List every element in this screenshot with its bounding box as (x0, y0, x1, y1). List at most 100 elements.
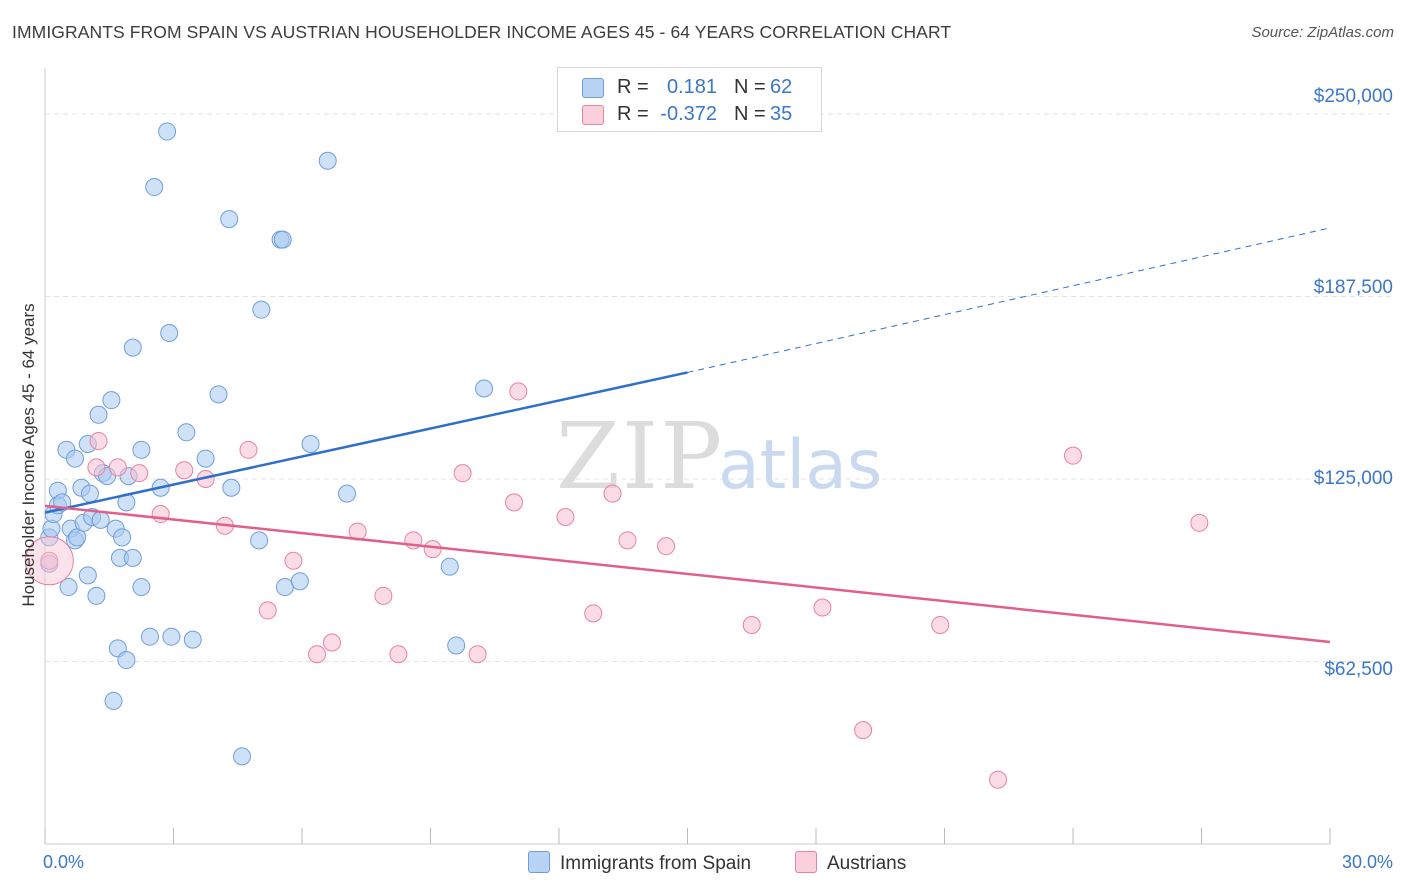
spain-point (160, 324, 179, 343)
austrians-point (108, 458, 127, 477)
n-value-spain: 62 (770, 76, 793, 98)
austrians-point (307, 645, 326, 664)
austrians-point (584, 604, 603, 623)
spain-point (162, 627, 181, 646)
y-tick-label-250000: $250,000 (1313, 86, 1393, 107)
austrians-point (389, 645, 408, 664)
spain-point (91, 510, 110, 529)
spain-point (475, 379, 494, 398)
spain-point (123, 548, 142, 567)
spain-point (158, 122, 177, 141)
y-axis-label: Householder Income Ages 45 - 64 years (19, 303, 38, 607)
spain-point (78, 566, 97, 585)
spain-swatch (582, 78, 604, 98)
legend-item-spain[interactable]: Immigrants from Spain (528, 851, 751, 875)
austrians-swatch (582, 105, 604, 125)
stats-legend: R = 0.181 N = 62 R = -0.372 N = 35 (557, 67, 822, 132)
r-label: R = (617, 103, 649, 125)
austrians-point (468, 645, 487, 664)
chart-source: Source: ZipAtlas.com (1251, 24, 1394, 41)
austrians-point (854, 721, 873, 740)
r-label: R = (617, 76, 649, 98)
spain-point (250, 531, 269, 550)
austrians-point (989, 770, 1008, 789)
spain-point (102, 391, 121, 410)
austrians-point (453, 464, 472, 483)
n-label: N = (734, 76, 766, 98)
r-value-spain: 0.181 (666, 76, 717, 98)
trend-lines (44, 227, 1331, 644)
spain-point (89, 405, 108, 424)
watermark-atlas: atlas (718, 426, 882, 505)
austrians-point (509, 382, 528, 401)
austrians-point (742, 616, 761, 635)
austrians-point (284, 551, 303, 570)
spain-point (140, 627, 159, 646)
austrians-point (40, 551, 59, 570)
spain-point (220, 210, 239, 229)
y-tick-label-187500: $187,500 (1313, 277, 1393, 298)
legend-item-austrians[interactable]: Austrians (795, 851, 906, 875)
spain-point (113, 528, 132, 547)
austrians-point (89, 432, 108, 451)
chart-title: IMMIGRANTS FROM SPAIN VS AUSTRIAN HOUSEH… (12, 22, 952, 42)
spain-point (145, 178, 164, 197)
watermark: ZIP atlas (556, 403, 882, 510)
spain-point (80, 484, 99, 503)
austrians-point (603, 484, 622, 503)
austrians-point (1064, 446, 1082, 465)
austrians-point (556, 507, 575, 526)
y-tick-label-125000: $125,000 (1313, 468, 1393, 489)
spain-point (290, 572, 309, 591)
data-points (24, 122, 1209, 789)
austrians-point (258, 601, 277, 620)
spain-legend-swatch (528, 851, 550, 873)
spain-point (65, 449, 84, 468)
austrians-point (657, 537, 676, 556)
spain-point (447, 636, 466, 655)
x-tick-label-min: 0.0% (43, 852, 85, 872)
austrians-point (505, 493, 524, 512)
spain-point (273, 230, 292, 249)
austrians-point (618, 531, 637, 550)
spain-point (104, 691, 123, 710)
spain-point (440, 557, 459, 576)
n-label: N = (734, 103, 766, 125)
austrians-legend-swatch (795, 851, 817, 873)
spain-point (177, 423, 196, 442)
spain-trend-extension (687, 227, 1331, 373)
austrians-point (130, 464, 149, 483)
spain-point (275, 578, 294, 597)
legend-label-austrians: Austrians (827, 853, 907, 874)
spain-point (87, 586, 106, 605)
spain-point (123, 338, 142, 357)
spain-trend-line (44, 371, 688, 514)
austrians-trend-line (44, 504, 1331, 644)
spain-point (117, 651, 136, 670)
n-value-austrians: 35 (770, 103, 793, 125)
x-tick-label-max: 30.0% (1341, 852, 1393, 872)
austrians-point (175, 461, 194, 480)
austrians-point (87, 458, 106, 477)
spain-point (59, 578, 78, 597)
spain-point (233, 747, 252, 766)
spain-point (252, 300, 271, 319)
austrians-point (1190, 513, 1209, 532)
austrians-point (813, 598, 832, 617)
spain-point (183, 630, 202, 649)
spain-point (222, 478, 241, 497)
watermark-zip: ZIP (556, 403, 724, 510)
gridlines (45, 113, 1395, 663)
spain-point (209, 385, 228, 404)
legend-label-spain: Immigrants from Spain (560, 853, 752, 874)
austrians-point (931, 616, 950, 635)
austrians-point-cluster (24, 536, 74, 586)
spain-point (301, 434, 320, 453)
austrians-point (374, 586, 393, 605)
spain-point (337, 484, 356, 503)
austrians-point (322, 633, 341, 652)
austrians-point (423, 540, 442, 559)
axes (44, 68, 1331, 845)
austrians-point (239, 440, 258, 459)
